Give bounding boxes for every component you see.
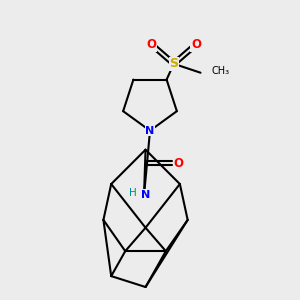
Text: N: N bbox=[146, 126, 154, 136]
Text: O: O bbox=[146, 38, 157, 51]
Text: S: S bbox=[169, 57, 178, 70]
Text: O: O bbox=[174, 157, 184, 170]
Text: N: N bbox=[141, 190, 150, 200]
Text: CH₃: CH₃ bbox=[212, 66, 230, 76]
Text: H: H bbox=[129, 188, 136, 198]
Text: O: O bbox=[191, 38, 201, 51]
